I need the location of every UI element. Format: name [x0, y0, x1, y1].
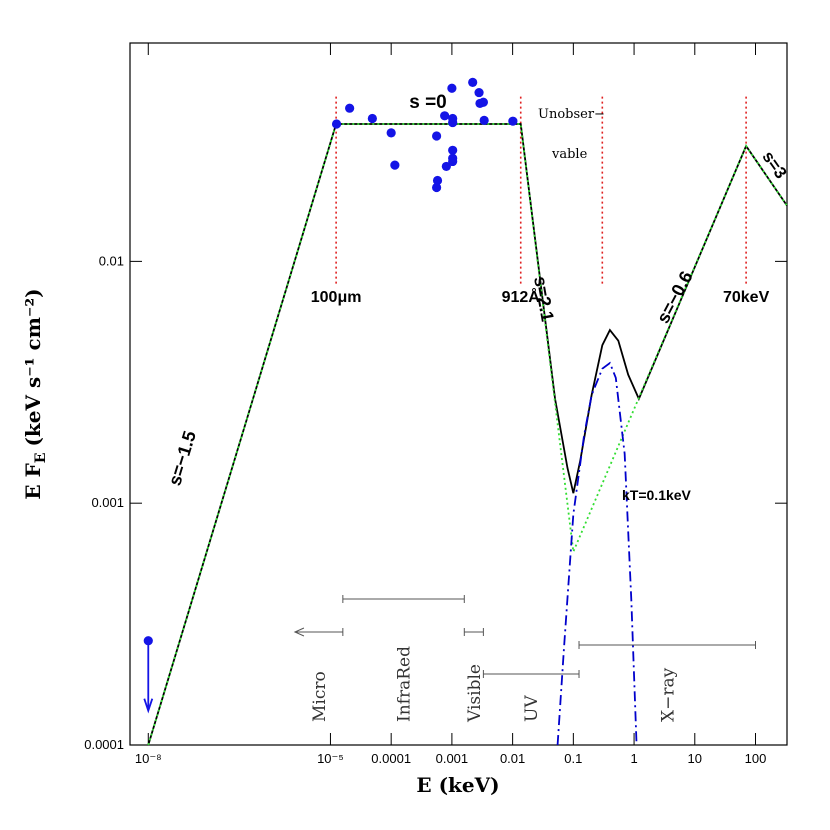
- data-point: [432, 182, 442, 193]
- y-axis-label: E FE (keV s⁻¹ cm⁻²): [21, 288, 49, 499]
- x-tick-label: 0.0001: [371, 751, 411, 766]
- y-tick-label: 0.0001: [84, 737, 124, 752]
- x-tick-label: 1: [630, 751, 637, 766]
- marker-label: 912Å: [502, 287, 541, 306]
- data-point: [367, 113, 377, 124]
- y-label-unit: (keV s⁻¹ cm⁻²): [21, 288, 45, 446]
- y-label-text: E F: [21, 463, 45, 499]
- slope-label: s=3: [758, 148, 790, 183]
- data-point: [478, 97, 488, 107]
- data-point: [345, 103, 355, 113]
- x-tick-label: 10⁻⁵: [317, 751, 344, 766]
- note: Unobser−: [538, 107, 605, 122]
- data-point: [390, 160, 400, 170]
- plot-frame: [129, 42, 788, 746]
- marker-label: 70keV: [723, 289, 770, 306]
- data-point: [432, 131, 442, 141]
- curve-solid: [147, 123, 788, 746]
- y-tick-label: 0.001: [91, 495, 124, 510]
- data-point: [440, 111, 450, 121]
- x-tick-label: 100: [745, 751, 767, 766]
- data-point: [474, 87, 484, 98]
- data-point: [441, 161, 451, 172]
- data-point: [508, 116, 518, 126]
- band-arrow-head: [293, 627, 305, 637]
- marker-label: 100μm: [311, 289, 362, 306]
- band-label: X−ray: [658, 667, 678, 722]
- curve-dotted: [147, 123, 788, 746]
- data-point: [448, 156, 458, 167]
- data-point: [432, 175, 443, 186]
- data-point: [448, 145, 458, 155]
- slope-label: s =0: [409, 92, 447, 113]
- band-label: UV: [522, 695, 542, 722]
- x-tick-label: 0.01: [500, 751, 525, 766]
- y-tick-label: 0.01: [99, 253, 124, 268]
- data-point: [468, 77, 478, 87]
- band-label: InfraRed: [395, 646, 415, 722]
- upper-limit-head: [143, 698, 154, 714]
- note: vable: [551, 147, 588, 162]
- x-tick-label: 10⁻⁸: [135, 751, 162, 766]
- curve-dashdot: [556, 361, 638, 746]
- slope-label: s=−1.5: [165, 429, 201, 488]
- bb-label: kT=0.1keV: [622, 487, 692, 503]
- x-tick-label: 0.001: [436, 751, 469, 766]
- x-tick-label: 10: [688, 751, 702, 766]
- slope-label: s=−0.6: [653, 268, 697, 327]
- x-axis-label: E (keV): [416, 773, 499, 797]
- data-point: [386, 128, 396, 138]
- data-point: [331, 119, 342, 129]
- data-point: [447, 83, 457, 93]
- y-label-sub: E: [33, 453, 49, 464]
- band-label: Visible: [465, 664, 485, 723]
- data-point: [479, 115, 489, 125]
- data-point: [448, 117, 458, 128]
- x-tick-label: 0.1: [564, 751, 582, 766]
- slope-label: s=2.1: [530, 275, 558, 323]
- band-label: Micro: [310, 671, 330, 722]
